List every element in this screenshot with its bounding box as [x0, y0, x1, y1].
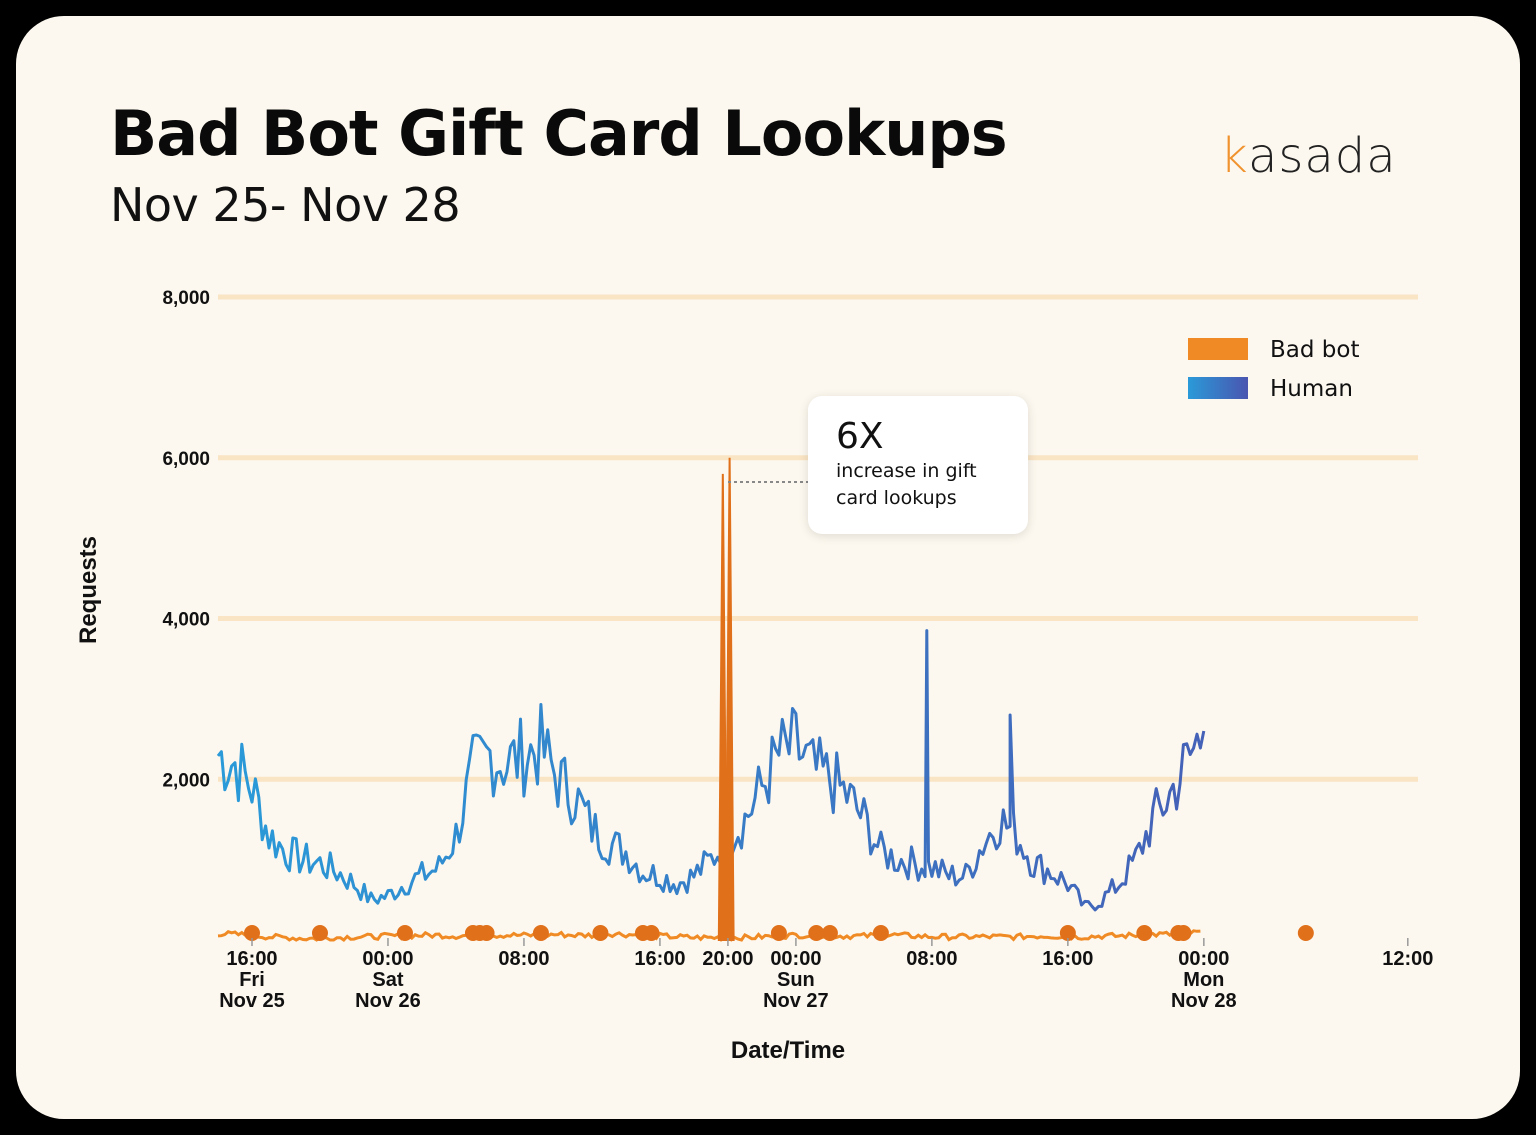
bad-bot-event-marker — [872, 925, 889, 941]
x-axis-label: Date/Time — [731, 1037, 845, 1064]
legend-swatch-bad-bot — [1188, 338, 1248, 360]
y-tick-label: 8,000 — [162, 288, 210, 309]
bad-bot-event-marker — [592, 925, 609, 941]
bad-bot-event-marker — [1059, 925, 1076, 941]
legend-label-human: Human — [1270, 376, 1353, 402]
x-tick-label: Nov 25 — [219, 990, 285, 1012]
x-tick-label: Mon — [1183, 969, 1224, 991]
x-tick-label: 08:00 — [906, 948, 957, 970]
y-tick-label: 4,000 — [162, 610, 210, 631]
x-tick-label: Nov 26 — [355, 990, 421, 1012]
y-axis-label: Requests — [75, 536, 102, 644]
bad-bot-event-marker — [1175, 925, 1192, 941]
x-tick-label: Fri — [239, 969, 265, 991]
x-tick-label: 08:00 — [498, 948, 549, 970]
x-tick-label: 16:00 — [634, 948, 685, 970]
y-tick-labels: 8,000 6,000 4,000 2,000 — [162, 288, 210, 791]
legend: Bad bot Human — [1188, 337, 1359, 402]
x-tick-label: Sat — [372, 969, 403, 991]
x-tick-label: 12:00 — [1382, 948, 1433, 970]
bad-bot-event-marker — [478, 925, 495, 941]
callout-box: 6X increase in gift card lookups — [808, 396, 1028, 534]
y-tick-label: 2,000 — [162, 770, 210, 791]
y-gridlines — [218, 294, 1418, 782]
bad-bot-series — [217, 457, 1201, 942]
human-series — [216, 629, 1206, 912]
bad-bot-event-marker — [770, 925, 787, 941]
callout-text: increase in gift card lookups — [836, 460, 977, 509]
kasada-logo: kasada — [1220, 128, 1397, 184]
bad-bot-event-marker — [643, 925, 660, 941]
legend-label-bad-bot: Bad bot — [1270, 337, 1359, 363]
chart-subtitle: Nov 25- Nov 28 — [110, 178, 461, 232]
bad-bot-event-marker — [1297, 925, 1314, 941]
bad-bot-event-marker — [243, 925, 260, 941]
y-tick-label: 6,000 — [162, 449, 210, 470]
x-tick-label: 00:00 — [770, 948, 821, 970]
bad-bot-event-markers — [243, 925, 1314, 941]
legend-swatch-human — [1188, 377, 1248, 399]
x-tick-label: 00:00 — [1178, 948, 1229, 970]
x-tick-label: 00:00 — [362, 948, 413, 970]
human-line — [216, 629, 1206, 912]
x-tick-label: 16:00 — [1042, 948, 1093, 970]
bad-bot-spike — [724, 457, 735, 941]
x-tick-label: 20:00 — [702, 948, 753, 970]
callout-headline: 6X — [836, 416, 884, 457]
bad-bot-event-marker — [808, 925, 825, 941]
x-tick-label: Sun — [777, 969, 815, 991]
x-tick-label: Nov 27 — [763, 990, 829, 1012]
bad-bot-spike — [717, 473, 728, 941]
bad-bot-event-marker — [1136, 925, 1153, 941]
bad-bot-line — [217, 929, 1201, 942]
bad-bot-event-marker — [311, 925, 328, 941]
bad-bot-event-marker — [532, 925, 549, 941]
chart-title: Bad Bot Gift Card Lookups — [110, 97, 1008, 170]
bad-bot-event-marker — [821, 925, 838, 941]
x-tick-label: Nov 28 — [1171, 990, 1237, 1012]
bad-bot-event-marker — [396, 925, 413, 941]
x-tick-label: 16:00 — [226, 948, 277, 970]
